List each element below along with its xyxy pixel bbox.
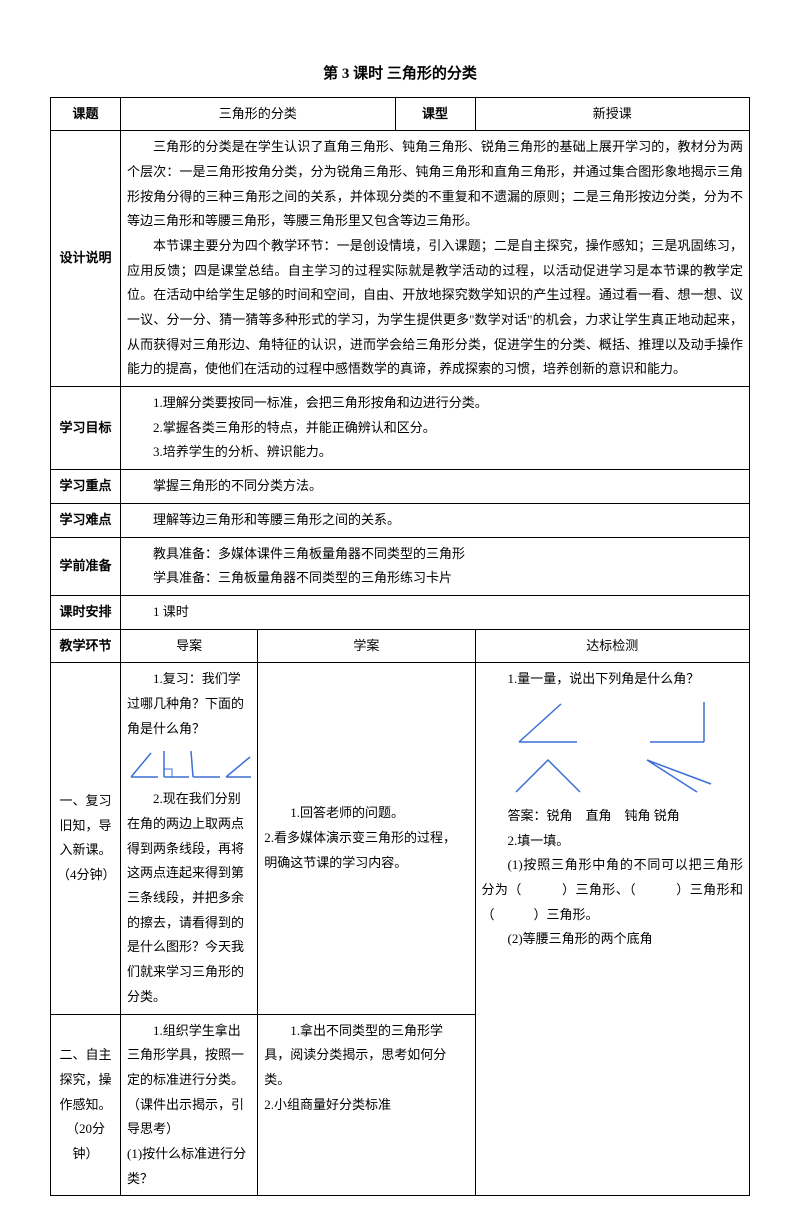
check-angles-row2 bbox=[482, 754, 744, 798]
check-fill-title: 2.填一填。 bbox=[482, 829, 744, 854]
env2-lead: 1.组织学生拿出三角形学具，按照一定的标准进行分类。（课件出示揭示，引导思考） … bbox=[121, 1014, 258, 1196]
env2-label: 二、自主探究，操作感知。（20分钟） bbox=[51, 1014, 121, 1196]
goal-1: 1.理解分类要按同一标准，会把三角形按角和边进行分类。 bbox=[127, 391, 743, 416]
env1-label: 一、复习旧知，导入新课。（4分钟） bbox=[51, 663, 121, 1014]
obtuse-angle-icon bbox=[189, 747, 220, 781]
env-check: 1.量一量，说出下列角是什么角？ 答案：锐角 直角 钝角 锐角 2.填一填。 (… bbox=[475, 663, 750, 1196]
keypoint-label: 学习重点 bbox=[51, 470, 121, 504]
check-fill-2: (2)等腰三角形的两个底角 bbox=[482, 927, 744, 952]
keypoint-text: 掌握三角形的不同分类方法。 bbox=[121, 470, 750, 504]
schedule-label: 课时安排 bbox=[51, 595, 121, 629]
env2-lead-text: 1.组织学生拿出三角形学具，按照一定的标准进行分类。（课件出示揭示，引导思考） … bbox=[127, 1019, 251, 1192]
check-fill-1: (1)按照三角形中角的不同可以把三角形分为（ ）三角形、（ ）三角形和（ ）三角… bbox=[482, 853, 744, 927]
difficulty-label: 学习难点 bbox=[51, 503, 121, 537]
check-acute-icon bbox=[511, 698, 583, 748]
design-content: 三角形的分类是在学生认识了直角三角形、钝角三角形、锐角三角形的基础上展开学习的，… bbox=[121, 131, 750, 387]
check-right-icon bbox=[642, 698, 714, 748]
kexing-label: 课型 bbox=[395, 97, 475, 131]
acute-angle2-icon bbox=[220, 747, 251, 781]
check-top: 1.量一量，说出下列角是什么角？ bbox=[482, 667, 744, 692]
check-acute2-icon bbox=[639, 754, 717, 798]
lesson-table: 课题 三角形的分类 课型 新授课 设计说明 三角形的分类是在学生认识了直角三角形… bbox=[50, 97, 750, 1197]
design-label: 设计说明 bbox=[51, 131, 121, 387]
env-c2: 学案 bbox=[258, 629, 475, 663]
angles-left bbox=[127, 747, 251, 781]
keti-label: 课题 bbox=[51, 97, 121, 131]
page-title: 第 3 课时 三角形的分类 bbox=[50, 60, 750, 89]
env-c3: 达标检测 bbox=[475, 629, 750, 663]
prep-label: 学前准备 bbox=[51, 537, 121, 595]
env1-lead-bot: 2.现在我们分别在角的两边上取两点得到两条线段，再将这两点连起来得到第三条线段，… bbox=[127, 787, 251, 1009]
check-answer: 答案：锐角 直角 钝角 锐角 bbox=[482, 804, 744, 829]
acute-angle-icon bbox=[127, 747, 158, 781]
goal-2: 2.掌握各类三角形的特点，并能正确辨认和区分。 bbox=[127, 416, 743, 441]
env1-study: 1.回答老师的问题。 2.看多媒体演示变三角形的过程，明确这节课的学习内容。 bbox=[258, 663, 475, 1014]
env2-study: 1.拿出不同类型的三角形学具，阅读分类揭示，思考如何分类。 2.小组商量好分类标… bbox=[258, 1014, 475, 1196]
right-angle-icon bbox=[158, 747, 189, 781]
goals-content: 1.理解分类要按同一标准，会把三角形按角和边进行分类。 2.掌握各类三角形的特点… bbox=[121, 387, 750, 470]
check-angles-row1 bbox=[482, 698, 744, 748]
goal-3: 3.培养学生的分析、辨识能力。 bbox=[127, 440, 743, 465]
prep-p2: 学具准备：三角板量角器不同类型的三角形练习卡片 bbox=[127, 566, 743, 591]
env-label: 教学环节 bbox=[51, 629, 121, 663]
schedule-text: 1 课时 bbox=[121, 595, 750, 629]
prep-p1: 教具准备：多媒体课件三角板量角器不同类型的三角形 bbox=[127, 542, 743, 567]
env1-study-text: 1.回答老师的问题。 2.看多媒体演示变三角形的过程，明确这节课的学习内容。 bbox=[264, 801, 468, 875]
env1-lead: 1.复习：我们学过哪几种角？下面的角是什么角？ 2.现在我们分别在角的两边上取两… bbox=[121, 663, 258, 1014]
keti-value: 三角形的分类 bbox=[121, 97, 396, 131]
kexing-value: 新授课 bbox=[475, 97, 750, 131]
design-p2: 本节课主要分为四个教学环节：一是创设情境，引入课题；二是自主探究，操作感知；三是… bbox=[127, 234, 743, 382]
prep-content: 教具准备：多媒体课件三角板量角器不同类型的三角形 学具准备：三角板量角器不同类型… bbox=[121, 537, 750, 595]
difficulty-text: 理解等边三角形和等腰三角形之间的关系。 bbox=[121, 503, 750, 537]
env2-study-text: 1.拿出不同类型的三角形学具，阅读分类揭示，思考如何分类。 2.小组商量好分类标… bbox=[264, 1019, 468, 1118]
check-obtuse-icon bbox=[508, 754, 586, 798]
env-c1: 导案 bbox=[121, 629, 258, 663]
goals-label: 学习目标 bbox=[51, 387, 121, 470]
design-p1: 三角形的分类是在学生认识了直角三角形、钝角三角形、锐角三角形的基础上展开学习的，… bbox=[127, 135, 743, 234]
env1-lead-top: 1.复习：我们学过哪几种角？下面的角是什么角？ bbox=[127, 667, 251, 741]
